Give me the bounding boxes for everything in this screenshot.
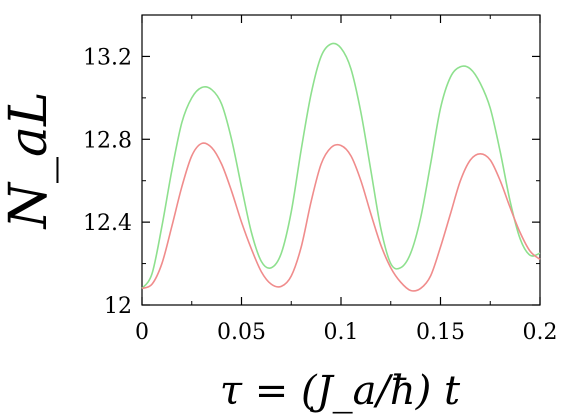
axis-ticks — [141, 15, 541, 306]
x-tick-label: 0 — [135, 320, 149, 345]
series-layer — [141, 42, 541, 292]
x-tick-label: 0.2 — [523, 320, 558, 345]
x-axis-title: τ = (J_a/ħ) t — [220, 368, 461, 414]
tick-labels: 0 0.05 0.1 0.15 0.2 12 12.4 12.8 13.2 — [83, 45, 557, 345]
y-tick-label: 12 — [104, 294, 132, 319]
y-axis-title: N_aL — [0, 91, 59, 230]
y-tick-label: 12.4 — [83, 211, 132, 236]
series-line-2 — [141, 142, 541, 292]
x-tick-label: 0.1 — [324, 320, 359, 345]
x-tick-label: 0.15 — [416, 320, 465, 345]
series-line-1 — [141, 42, 541, 289]
y-tick-label: 12.8 — [83, 128, 132, 153]
y-tick-label: 13.2 — [83, 45, 132, 70]
plot-frame — [141, 14, 541, 306]
x-tick-label: 0.05 — [217, 320, 266, 345]
